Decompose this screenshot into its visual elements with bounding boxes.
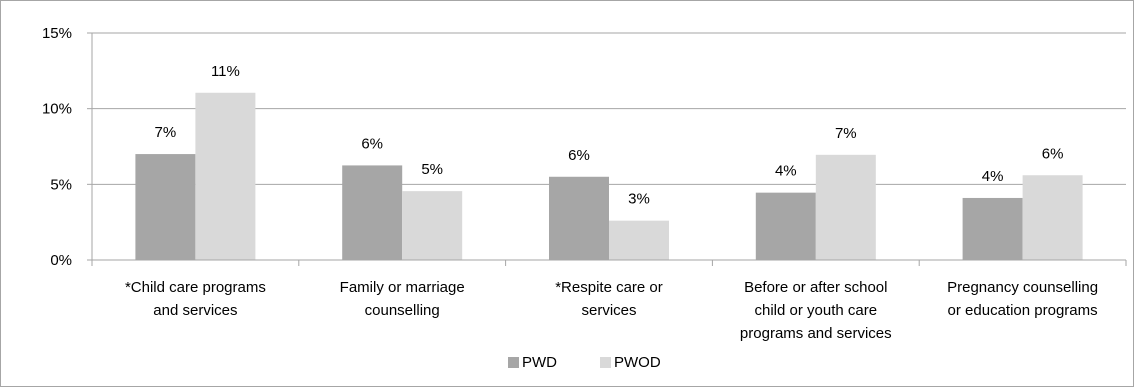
x-tick-label-0-line-0: *Child care programs bbox=[125, 279, 266, 296]
bars bbox=[135, 92, 1083, 260]
bar-pwod-0 bbox=[195, 92, 256, 260]
y-axis: 0% 5% 10% 15% bbox=[42, 25, 93, 269]
y-tick-label-1: 5% bbox=[50, 176, 72, 193]
data-label-pwod-4: 6% bbox=[1042, 145, 1064, 162]
x-tick-label-4-line-0: Pregnancy counselling bbox=[947, 279, 1098, 296]
data-label-pwod-1: 5% bbox=[421, 161, 443, 178]
data-label-pwd-4: 4% bbox=[982, 168, 1004, 185]
x-tick-label-1-line-1: counselling bbox=[365, 302, 440, 319]
legend-label-pwd: PWD bbox=[522, 354, 557, 371]
data-label-pwd-2: 6% bbox=[568, 147, 590, 164]
bar-pwd-4 bbox=[962, 197, 1023, 260]
bar-pwd-3 bbox=[755, 192, 816, 260]
x-tick-label-3-line-2: programs and services bbox=[740, 325, 892, 342]
x-tick-label-2-line-0: *Respite care or bbox=[555, 279, 663, 296]
bar-pwod-2 bbox=[609, 220, 669, 260]
data-label-pwd-0: 7% bbox=[155, 124, 177, 141]
legend: PWD PWOD bbox=[508, 354, 661, 371]
x-tick-label-1-line-0: Family or marriage bbox=[340, 279, 465, 296]
bar-pwod-1 bbox=[402, 191, 463, 260]
y-tick-label-2: 10% bbox=[42, 101, 72, 118]
bar-pwod-3 bbox=[815, 154, 876, 260]
y-tick-label-0: 0% bbox=[50, 252, 72, 269]
bar-pwd-2 bbox=[549, 176, 609, 260]
data-label-pwod-0: 11% bbox=[211, 63, 240, 80]
data-label-pwod-3: 7% bbox=[835, 125, 857, 142]
bar-pwd-0 bbox=[135, 154, 196, 260]
legend-swatch-pwod bbox=[600, 357, 611, 368]
data-label-pwod-2: 3% bbox=[628, 191, 650, 208]
x-tick-label-3-line-1: child or youth care bbox=[755, 302, 878, 319]
x-tick-label-3-line-0: Before or after school bbox=[744, 279, 887, 296]
y-tick-label-3: 15% bbox=[42, 25, 72, 42]
x-axis: *Child care programs and services Family o… bbox=[91, 259, 1127, 342]
bar-pwod-4 bbox=[1022, 175, 1083, 260]
data-labels: 7% 11% 6% 5% 6% 3% 4% 7% 4% 6% bbox=[155, 63, 1064, 208]
legend-label-pwod: PWOD bbox=[614, 354, 661, 371]
bar-pwd-1 bbox=[342, 165, 403, 260]
legend-swatch-pwd bbox=[508, 357, 519, 368]
x-tick-label-0-line-1: and services bbox=[153, 302, 237, 319]
x-tick-label-4-line-1: or education programs bbox=[948, 302, 1098, 319]
x-tick-label-2-line-1: services bbox=[581, 302, 636, 319]
data-label-pwd-3: 4% bbox=[775, 163, 797, 180]
data-label-pwd-1: 6% bbox=[361, 135, 383, 152]
